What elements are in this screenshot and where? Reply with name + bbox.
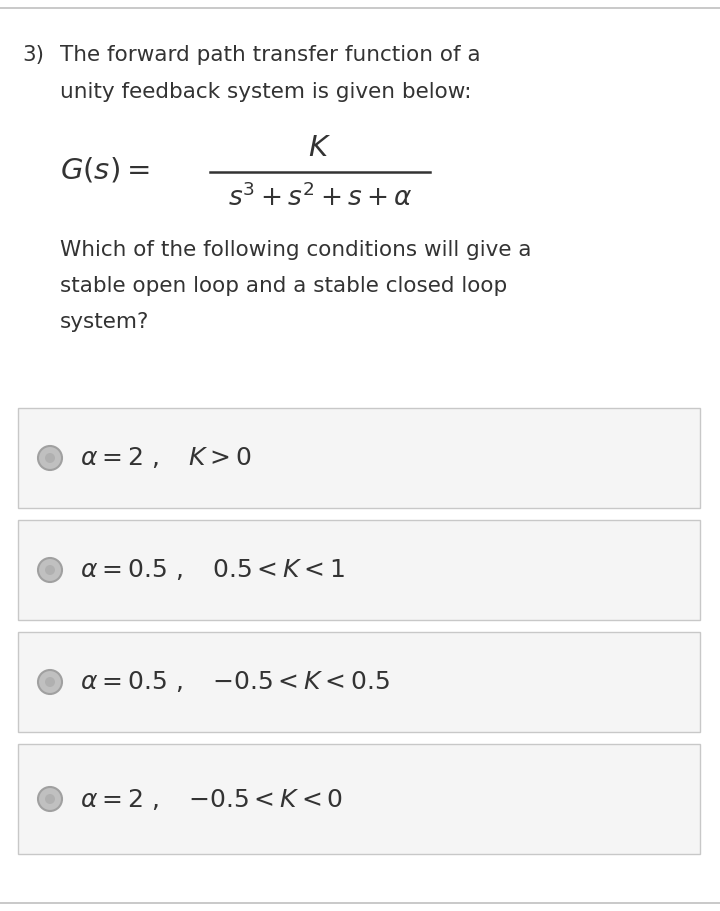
Circle shape	[38, 670, 62, 694]
Circle shape	[38, 787, 62, 811]
Circle shape	[38, 446, 62, 470]
Text: unity feedback system is given below:: unity feedback system is given below:	[60, 82, 472, 102]
Text: $\alpha = 0.5\ ,\quad 0.5 < K < 1$: $\alpha = 0.5\ ,\quad 0.5 < K < 1$	[80, 558, 346, 582]
FancyBboxPatch shape	[18, 408, 700, 508]
Circle shape	[38, 558, 62, 582]
Text: Which of the following conditions will give a: Which of the following conditions will g…	[60, 240, 531, 260]
Text: system?: system?	[60, 312, 149, 332]
Circle shape	[45, 677, 55, 687]
FancyBboxPatch shape	[18, 744, 700, 854]
Text: $s^3 + s^2 + s + \alpha$: $s^3 + s^2 + s + \alpha$	[228, 184, 413, 212]
Circle shape	[45, 453, 55, 463]
Text: The forward path transfer function of a: The forward path transfer function of a	[60, 45, 481, 65]
Text: $K$: $K$	[308, 134, 331, 162]
Text: 3): 3)	[22, 45, 44, 65]
Text: $G(s) =$: $G(s) =$	[60, 156, 150, 185]
Text: $\alpha = 2\ ,\quad K > 0$: $\alpha = 2\ ,\quad K > 0$	[80, 445, 252, 470]
Text: stable open loop and a stable closed loop: stable open loop and a stable closed loo…	[60, 276, 508, 296]
Text: $\alpha = 2\ ,\quad {-}0.5 < K < 0$: $\alpha = 2\ ,\quad {-}0.5 < K < 0$	[80, 786, 343, 812]
Circle shape	[45, 794, 55, 804]
FancyBboxPatch shape	[18, 632, 700, 732]
Text: $\alpha = 0.5\ ,\quad {-}0.5 < K < 0.5$: $\alpha = 0.5\ ,\quad {-}0.5 < K < 0.5$	[80, 670, 390, 694]
FancyBboxPatch shape	[18, 520, 700, 620]
Circle shape	[45, 565, 55, 575]
